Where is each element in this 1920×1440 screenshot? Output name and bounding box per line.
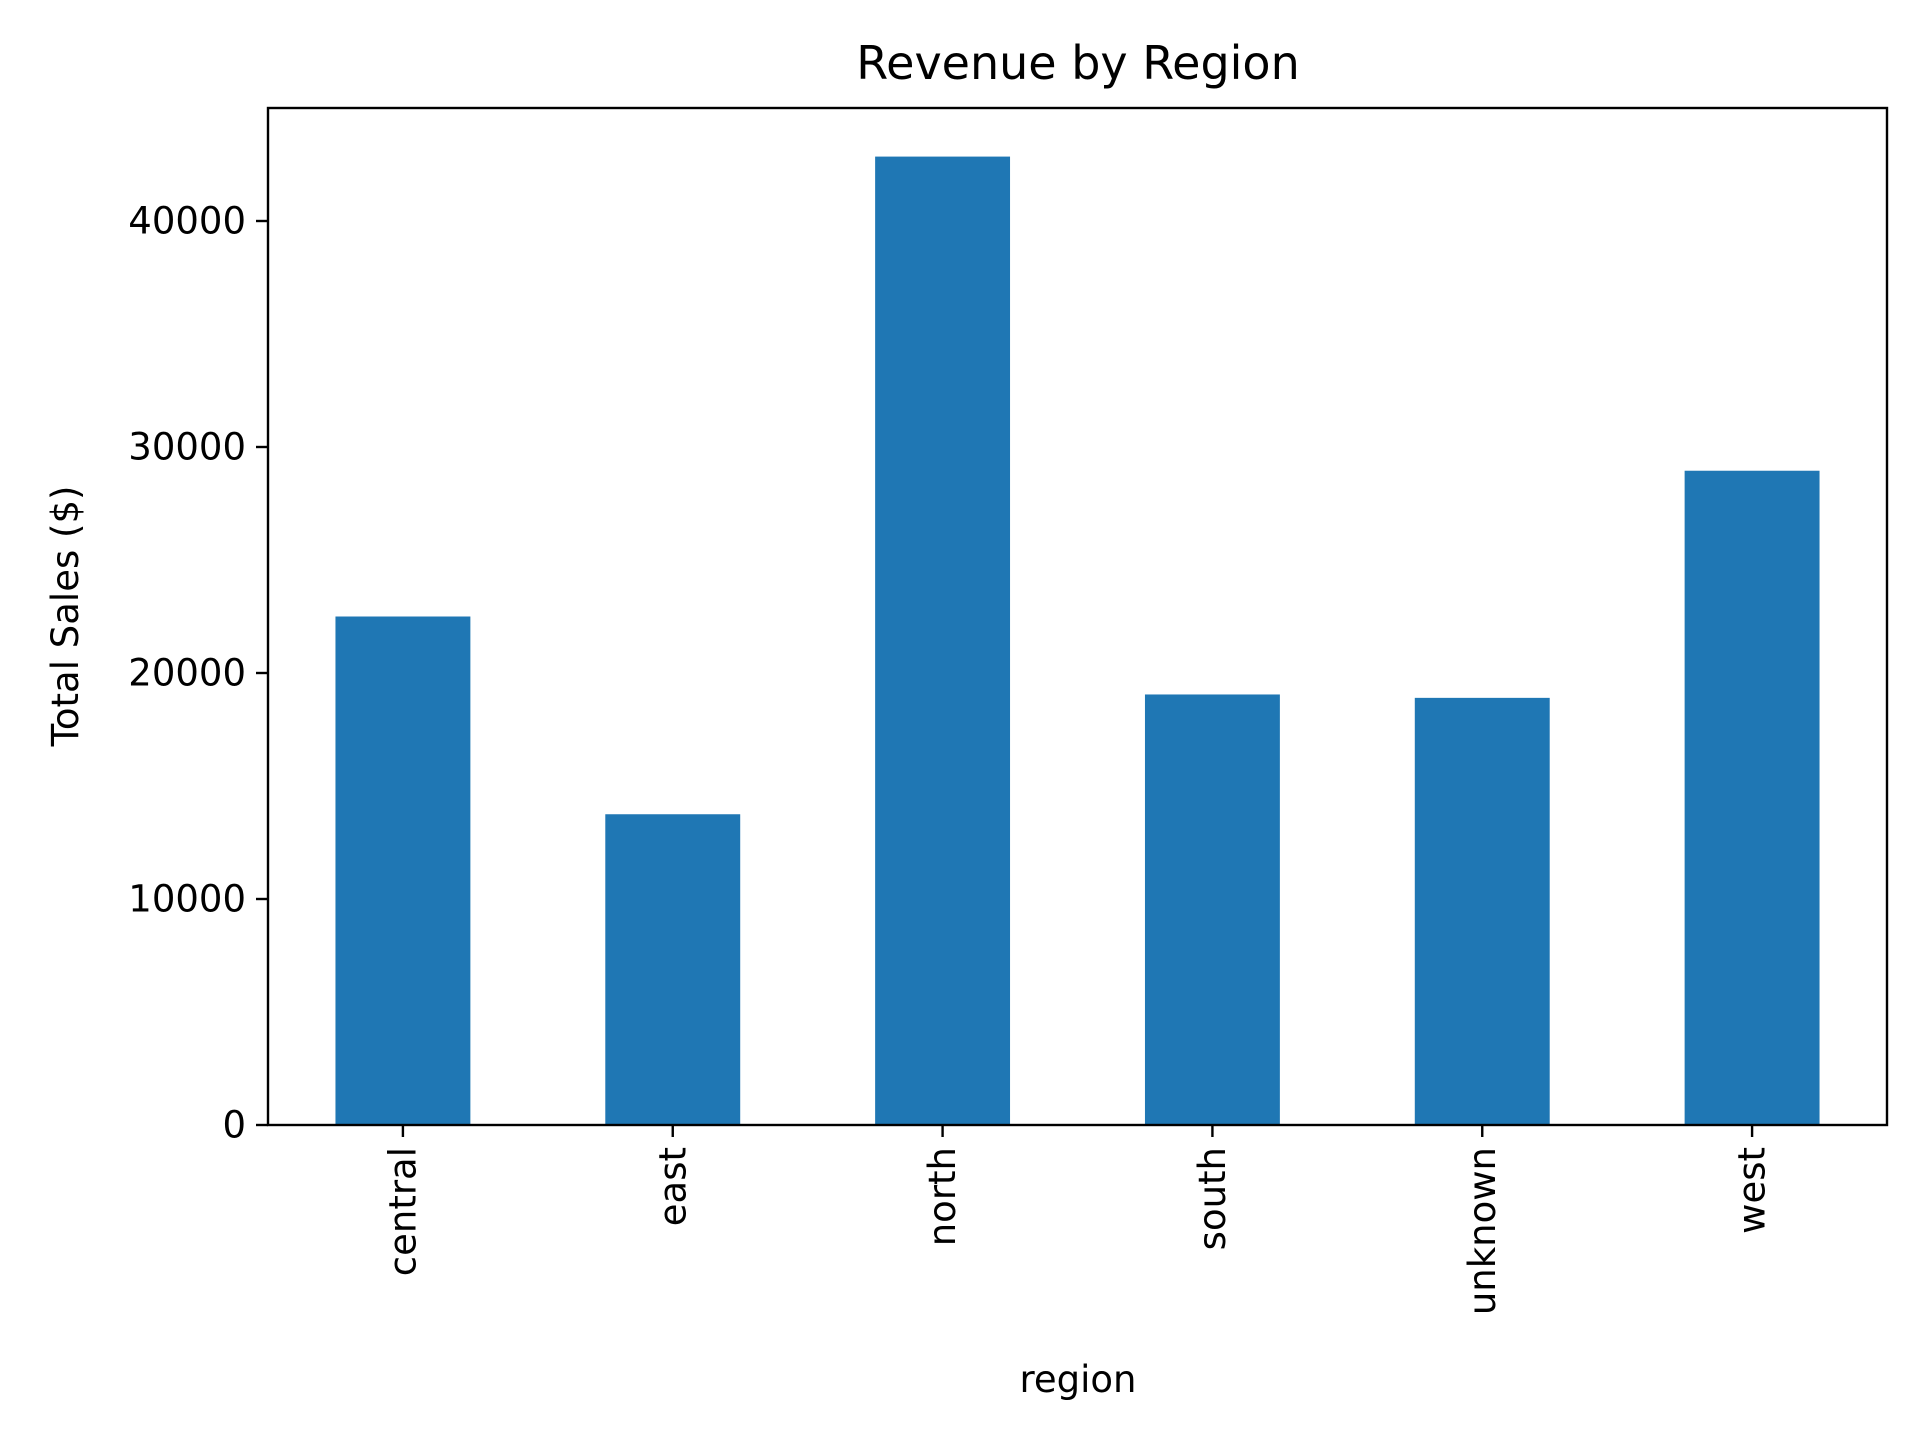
x-tick-label-south: south: [1191, 1147, 1234, 1250]
x-axis-label: region: [1019, 1358, 1136, 1401]
y-tick-label-40000: 40000: [128, 200, 246, 243]
bar-east: [605, 814, 741, 1125]
x-axis-ticks: central east north south unknown west: [381, 1125, 1774, 1315]
bars-group: [335, 156, 1820, 1126]
y-axis-ticks: 0 10000 20000 30000 40000: [128, 200, 268, 1147]
y-axis-label: Total Sales ($): [44, 486, 87, 748]
plot-frame: [266, 106, 1889, 1127]
chart-title: Revenue by Region: [856, 36, 1299, 90]
bar-north: [875, 156, 1011, 1126]
bar-west: [1684, 470, 1820, 1126]
x-tick-label-unknown: unknown: [1461, 1147, 1504, 1315]
y-tick-label-30000: 30000: [128, 426, 246, 469]
y-tick-label-10000: 10000: [128, 878, 246, 921]
x-tick-label-west: west: [1731, 1147, 1774, 1234]
bar-unknown: [1414, 697, 1550, 1125]
y-tick-label-0: 0: [222, 1104, 246, 1147]
x-tick-label-central: central: [381, 1147, 424, 1276]
bar-south: [1144, 694, 1280, 1125]
x-tick-label-north: north: [921, 1147, 964, 1246]
x-tick-label-east: east: [651, 1147, 694, 1226]
bar-central: [335, 616, 471, 1125]
y-tick-label-20000: 20000: [128, 652, 246, 695]
